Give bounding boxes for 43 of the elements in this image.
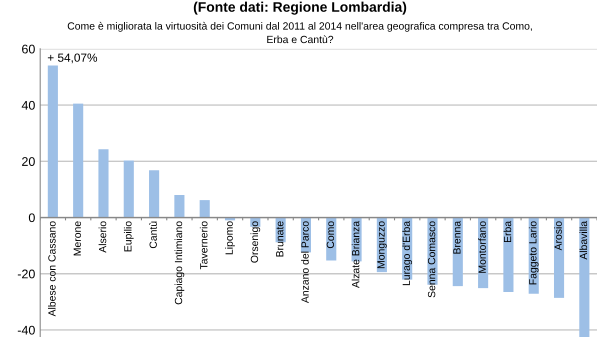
- x-tick-label: Senna Comasco: [428, 221, 436, 298]
- x-tick-label: Brunate: [276, 221, 284, 257]
- bar: [503, 218, 514, 292]
- x-tick-label: Erba: [504, 220, 512, 242]
- y-tick-label: 40: [22, 100, 35, 110]
- bar: [149, 170, 160, 218]
- bar: [452, 218, 463, 286]
- y-tick-label: -40: [18, 326, 35, 335]
- bar: [48, 66, 58, 218]
- bar: [554, 218, 564, 298]
- bar: [579, 218, 590, 337]
- x-tick-label: Anzano del Parco: [301, 221, 309, 304]
- x-tick-label: Capiago Intimiano: [174, 221, 184, 304]
- x-tick-label: Brenna: [453, 220, 461, 254]
- chart-subtitle: Come è migliorata la virtuosità dei Comuni dal 2011 al 2014 nell'area geografica compresa tra Como, Erba e Cantù?: [68, 22, 532, 44]
- y-tick-label: 20: [22, 157, 35, 166]
- bar: [73, 104, 84, 218]
- x-tick-label: Alzate Brianza: [352, 220, 360, 288]
- y-tick-label: 0: [28, 213, 35, 222]
- x-tick-label: Cantù: [149, 222, 157, 248]
- chart-title: (Fonte dati: Regione Lombardia): [194, 2, 406, 15]
- x-tick-label: Alserio: [98, 221, 106, 253]
- annotation: + 54,07%: [48, 53, 98, 64]
- bar: [174, 195, 184, 218]
- x-tick-label: Lipomo: [225, 221, 235, 254]
- y-tick-label: -20: [18, 270, 35, 278]
- x-tick-label: Albese con Cassano: [48, 221, 56, 316]
- bar: [124, 160, 134, 218]
- x-tick-label: Arosio: [554, 221, 562, 250]
- x-tick-label: Montorfano: [478, 221, 486, 273]
- bar: [326, 218, 336, 261]
- x-tick-label: Tavernerio: [200, 221, 208, 270]
- y-tick-label: 60: [22, 44, 35, 54]
- x-tick-label: Lurago d'Erba: [402, 220, 412, 286]
- x-tick-label: Monguzzo: [377, 221, 387, 268]
- x-tick-label: Faggeto Lario: [528, 221, 539, 284]
- x-tick-label: Orsenigo: [250, 221, 260, 263]
- x-tick-label: Como: [326, 221, 334, 248]
- bar: [98, 149, 109, 218]
- x-tick-label: Albavilla: [579, 220, 588, 260]
- bar: [200, 200, 210, 218]
- x-tick-label: Merone: [74, 221, 81, 256]
- x-tick-label: Eupilio: [124, 221, 134, 252]
